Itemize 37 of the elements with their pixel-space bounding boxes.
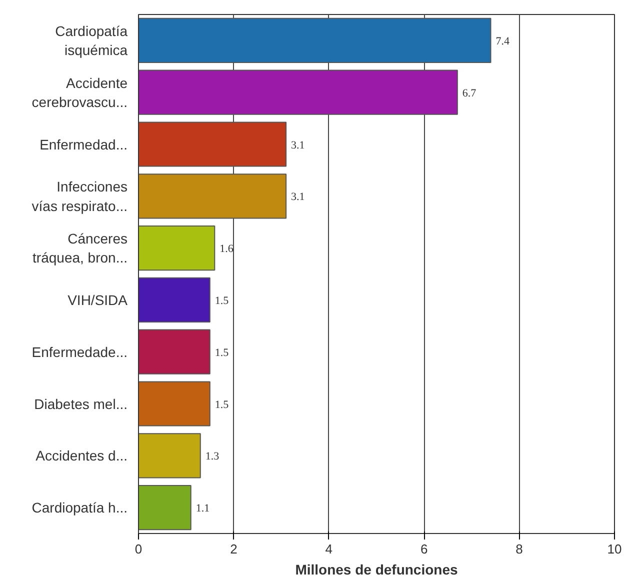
bar [138,381,210,426]
data-label: 1.5 [214,398,230,411]
x-tick-label: 2 [230,542,238,556]
bar [138,433,201,478]
y-tick-label: Infecciones vías respirato... [32,178,128,214]
data-label: 3.1 [291,191,305,204]
y-tick-label: Diabetes mel... [34,396,128,412]
data-label: 7.4 [496,35,510,48]
x-tick-label: 10 [607,542,622,556]
bar [138,225,216,271]
x-tick-label: 0 [134,542,142,556]
data-label: 1.1 [196,502,210,515]
bar [138,277,210,323]
y-tick-label: Accidente cerebrovascu... [32,74,128,110]
x-tick-label: 8 [516,542,523,556]
data-label: 1.5 [214,294,230,307]
x-tick-label: 4 [325,542,333,556]
bar [138,174,287,219]
x-axis-title: Millones de defunciones [295,562,458,578]
y-tick-label: Enfermedad... [40,136,128,152]
data-label: 1.6 [220,243,234,256]
data-label: 6.7 [462,87,477,100]
bar [138,18,492,64]
y-tick-label: Cardiopatía isquémica [55,22,128,58]
data-label: 1.3 [205,450,220,463]
data-label: 3.1 [291,139,305,152]
y-tick-label: Accidentes d... [36,448,128,464]
bar [138,122,287,167]
y-tick-label: Cánceres tráquea, bron... [32,230,128,266]
data-label: 1.5 [214,346,230,359]
y-tick-label: Enfermedade... [32,344,128,360]
y-tick-label: VIH/SIDA [68,292,128,308]
bar [138,70,458,115]
y-tick-label: Cardiopatía h... [32,500,128,516]
x-tick-label: 6 [420,542,428,556]
bar [138,329,210,374]
bar [138,484,192,530]
